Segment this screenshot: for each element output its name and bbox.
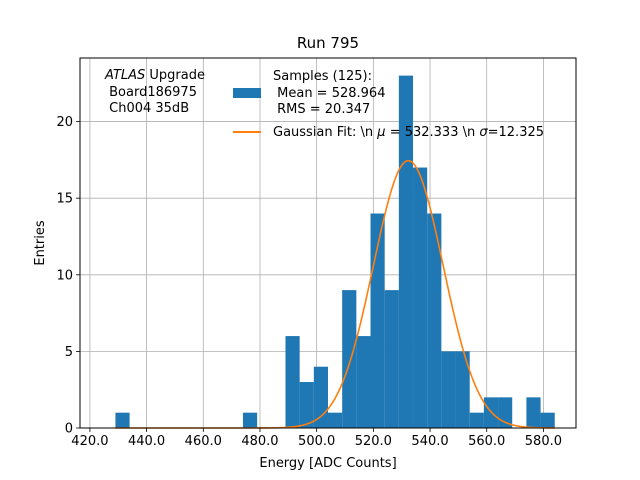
legend-histogram-swatch	[233, 88, 261, 98]
atlas-upgrade-label: Upgrade	[145, 68, 205, 83]
legend-fit-mu-symbol: μ	[376, 125, 385, 140]
x-tick-label: 480.0	[241, 434, 278, 449]
x-tick-label: 460.0	[185, 434, 222, 449]
histogram-bar	[526, 397, 541, 428]
x-tick-label: 580.0	[525, 434, 562, 449]
legend-fit-sigma-symbol: σ	[479, 125, 488, 140]
histogram-bar	[342, 290, 357, 428]
x-axis-label: Energy [ADC Counts]	[259, 456, 396, 471]
histogram-bar	[455, 351, 470, 428]
x-tick-label: 520.0	[355, 434, 392, 449]
atlas-italic-label: ATLAS	[104, 68, 145, 83]
histogram-bar	[441, 351, 456, 428]
atlas-line-1: ATLAS Upgrade	[104, 68, 205, 83]
histogram-bars	[115, 75, 555, 429]
histogram-bar	[427, 213, 442, 428]
histogram-bar	[285, 336, 300, 428]
legend-samples-mean: Mean = 528.964	[273, 86, 385, 101]
y-tick-label: 5	[65, 345, 73, 360]
y-tick-label: 20	[56, 115, 73, 130]
x-tick-label: 440.0	[128, 434, 165, 449]
y-axis-label: Entries	[33, 220, 48, 266]
histogram-bar	[356, 336, 371, 428]
x-tick-label: 540.0	[411, 434, 448, 449]
atlas-annotation: ATLAS Upgrade Board186975 Ch004 35dB	[104, 68, 205, 116]
legend-samples-line-1: Samples (125):	[273, 69, 372, 84]
legend: Samples (125): Mean = 528.964 RMS = 20.3…	[233, 69, 544, 140]
x-tick-label: 560.0	[468, 434, 505, 449]
atlas-board-label: Board186975	[105, 85, 197, 100]
x-tick-label: 500.0	[298, 434, 335, 449]
histogram-bar	[540, 412, 555, 428]
y-tick-label: 10	[56, 268, 73, 283]
atlas-channel-label: Ch004 35dB	[105, 101, 189, 116]
y-tick-label: 15	[56, 192, 73, 207]
legend-fit-text-b: = 532.333 \n	[386, 125, 480, 140]
histogram-bar	[413, 167, 428, 429]
histogram-bar	[370, 213, 385, 428]
plot-frame	[79, 57, 577, 429]
histogram-bar	[299, 382, 314, 428]
x-tick-label: 420.0	[71, 434, 108, 449]
histogram-bar	[115, 412, 130, 428]
plot-area	[80, 58, 576, 428]
chart-title: Run 795	[297, 34, 359, 52]
axis-ticks: 420.0 440.0 460.0 480.0 500.0 520.0 540.0 560.0…	[56, 115, 562, 449]
legend-fit-text-a: Gaussian Fit: \n	[273, 125, 377, 140]
legend-samples-rms: RMS = 20.347	[273, 102, 370, 117]
histogram-bar	[469, 412, 484, 428]
histogram-bar	[384, 290, 399, 428]
legend-fit-label: Gaussian Fit: \n μ = 532.333 \n σ=12.325	[273, 125, 544, 140]
y-tick-label: 0	[65, 422, 73, 437]
histogram-bar	[313, 366, 328, 428]
histogram-bar	[242, 412, 258, 428]
histogram-bar	[328, 412, 343, 428]
legend-fit-text-c: =12.325	[488, 125, 544, 140]
